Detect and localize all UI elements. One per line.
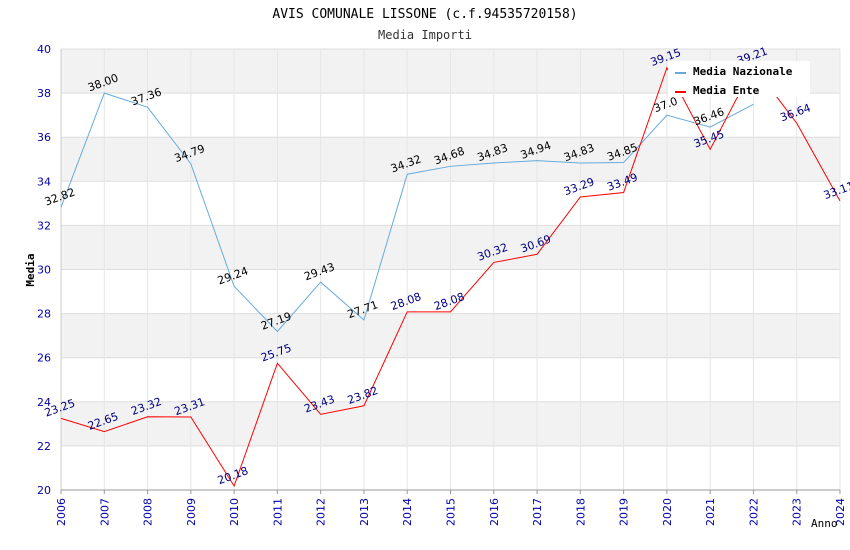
x-tick-label: 2011 xyxy=(271,498,284,526)
series-line-1 xyxy=(60,65,841,488)
y-tick-label: 32 xyxy=(37,219,51,232)
y-tick-label: 38 xyxy=(37,87,51,100)
data-label: 32.82 xyxy=(43,186,77,209)
x-tick-label: 2014 xyxy=(401,498,414,526)
y-tick-label: 34 xyxy=(37,175,51,188)
data-label: 28.08 xyxy=(432,290,466,313)
y-tick-label: 20 xyxy=(37,484,51,497)
legend-box xyxy=(668,61,810,97)
y-tick-label: 30 xyxy=(37,264,51,277)
x-tick-label: 2017 xyxy=(531,498,544,526)
x-tick-label: 2008 xyxy=(142,498,155,526)
series-lines xyxy=(60,65,841,488)
data-label: 28.08 xyxy=(389,290,423,313)
legend-label-ente: Media Ente xyxy=(693,84,760,97)
axes xyxy=(60,49,841,494)
data-label: 36.46 xyxy=(692,105,726,128)
legend-label-nazionale: Media Nazionale xyxy=(693,65,793,78)
x-tick-label: 2020 xyxy=(661,498,674,526)
x-tick-label: 2013 xyxy=(358,498,371,526)
y-tick-label: 28 xyxy=(37,308,51,321)
series-line-0 xyxy=(60,92,754,333)
y-tick-label: 40 xyxy=(37,43,51,56)
x-axis-label: Anno xyxy=(811,517,838,530)
x-tick-label: 2006 xyxy=(55,498,68,526)
y-tick-label: 26 xyxy=(37,352,51,365)
x-tick-label: 2018 xyxy=(574,498,587,526)
x-tick-label: 2016 xyxy=(488,498,501,526)
y-tick-label: 24 xyxy=(37,396,51,409)
x-tick-label: 2021 xyxy=(704,498,717,526)
x-tick-label: 2024 xyxy=(834,498,847,526)
x-tick-label: 2007 xyxy=(98,498,111,526)
x-tick-label: 2009 xyxy=(185,498,198,526)
data-label: 33.11 xyxy=(822,179,850,202)
x-tick-label: 2015 xyxy=(445,498,458,526)
x-tick-label: 2010 xyxy=(228,498,241,526)
x-tick-label: 2022 xyxy=(747,498,760,526)
chart-subtitle: Media Importi xyxy=(378,28,472,42)
y-tick-label: 36 xyxy=(37,131,51,144)
y-tick-label: 22 xyxy=(37,440,51,453)
chart-title: AVIS COMUNALE LISSONE (c.f.94535720158) xyxy=(272,7,577,22)
y-axis-label: Media xyxy=(24,253,37,286)
x-tick-label: 2012 xyxy=(315,498,328,526)
x-tick-label: 2023 xyxy=(791,498,804,526)
x-tick-label: 2019 xyxy=(618,498,631,526)
legend: Media Nazionale Media Ente xyxy=(668,61,810,97)
